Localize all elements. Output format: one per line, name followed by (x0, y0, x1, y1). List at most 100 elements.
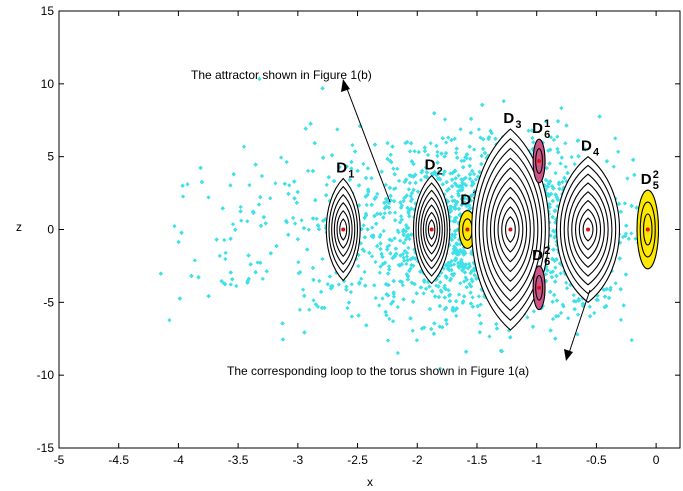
scatter-point (444, 321, 449, 326)
scatter-point (245, 278, 250, 284)
scatter-point (462, 270, 467, 275)
scatter-point (419, 170, 424, 175)
scatter-point (624, 223, 629, 228)
scatter-point (273, 181, 278, 186)
scatter-point (320, 155, 326, 160)
scatter-point (228, 236, 233, 241)
scatter-point (409, 206, 414, 211)
scatter-point (449, 177, 455, 182)
scatter-point (206, 195, 211, 200)
scatter-point (408, 316, 413, 321)
scatter-point (258, 260, 263, 265)
scatter-point (250, 209, 256, 214)
scatter-point (449, 194, 454, 199)
scatter-point (367, 250, 372, 256)
scatter-point (392, 236, 397, 241)
scatter-point (391, 294, 397, 299)
scatter-point (550, 299, 555, 304)
scatter-point (508, 335, 513, 340)
annotation-loop: The corresponding loop to the torus show… (227, 364, 529, 378)
scatter-point (392, 254, 397, 259)
scatter-point (259, 173, 265, 179)
scatter-point (606, 295, 612, 301)
scatter-point (290, 215, 296, 221)
contour-D3 (504, 216, 516, 243)
scatter-point (431, 331, 437, 336)
scatter-point (559, 155, 564, 160)
scatter-point (222, 237, 227, 243)
scatter-point (260, 276, 265, 281)
scatter-point (379, 169, 384, 174)
scatter-point (552, 292, 557, 298)
scatter-point (313, 302, 318, 307)
scatter-point (456, 193, 461, 198)
scatter-point (463, 349, 469, 354)
scatter-point (543, 178, 549, 183)
scatter-point (597, 114, 602, 119)
scatter-point (464, 277, 469, 282)
scatter-point (406, 225, 411, 231)
scatter-point (356, 183, 362, 188)
scatter-point (558, 271, 563, 276)
scatter-point (391, 186, 397, 192)
scatter-point (305, 247, 310, 252)
contour-D2 (422, 204, 441, 255)
scatter-point (396, 262, 402, 268)
scatter-point (551, 137, 557, 143)
scatter-point (324, 193, 329, 198)
scatter-point (602, 294, 608, 299)
scatter-point (366, 189, 371, 194)
scatter-point (488, 128, 493, 134)
scatter-point (274, 243, 279, 249)
scatter-point (347, 177, 353, 182)
scatter-point (369, 176, 374, 181)
y-tick-label: -5 (43, 295, 54, 309)
scatter-point (453, 216, 458, 221)
contour-D1 (339, 218, 348, 241)
scatter-point (553, 336, 558, 341)
x-axis-label: x (367, 475, 373, 489)
scatter-point (548, 135, 554, 140)
contour-D1 (333, 202, 353, 257)
scatter-point (543, 272, 548, 277)
scatter-point (547, 202, 552, 207)
scatter-point (553, 265, 558, 270)
scatter-point (479, 161, 484, 167)
scatter-point (349, 166, 354, 171)
scatter-point (430, 289, 435, 294)
scatter-point (553, 192, 558, 197)
scatter-point (299, 218, 304, 223)
scatter-point (381, 228, 386, 234)
scatter-point (381, 215, 386, 220)
scatter-point (314, 216, 319, 221)
x-tick-label: -3.5 (228, 453, 249, 467)
scatter-point (449, 138, 454, 143)
scatter-point (453, 232, 458, 237)
scatter-point (623, 233, 628, 239)
scatter-point (443, 274, 448, 279)
scatter-point (467, 144, 472, 149)
scatter-point (554, 298, 560, 303)
scatter-point (552, 208, 557, 214)
scatter-point (356, 264, 361, 269)
scatter-point (383, 182, 388, 187)
scatter-point (498, 348, 504, 354)
scatter-point (294, 200, 299, 205)
scatter-point (453, 176, 458, 181)
scatter-point (531, 140, 536, 145)
region-D6_1: D 16 (532, 118, 550, 184)
scatter-point (401, 198, 406, 204)
contour-D2 (415, 182, 448, 277)
scatter-point (464, 156, 469, 161)
scatter-point (180, 194, 186, 199)
scatter-point (437, 176, 442, 181)
scatter-point (554, 314, 559, 319)
scatter-point (352, 149, 358, 154)
label-base: D (336, 160, 347, 177)
scatter-point (180, 183, 185, 188)
scatter-point (480, 102, 485, 107)
scatter-point (456, 264, 461, 269)
